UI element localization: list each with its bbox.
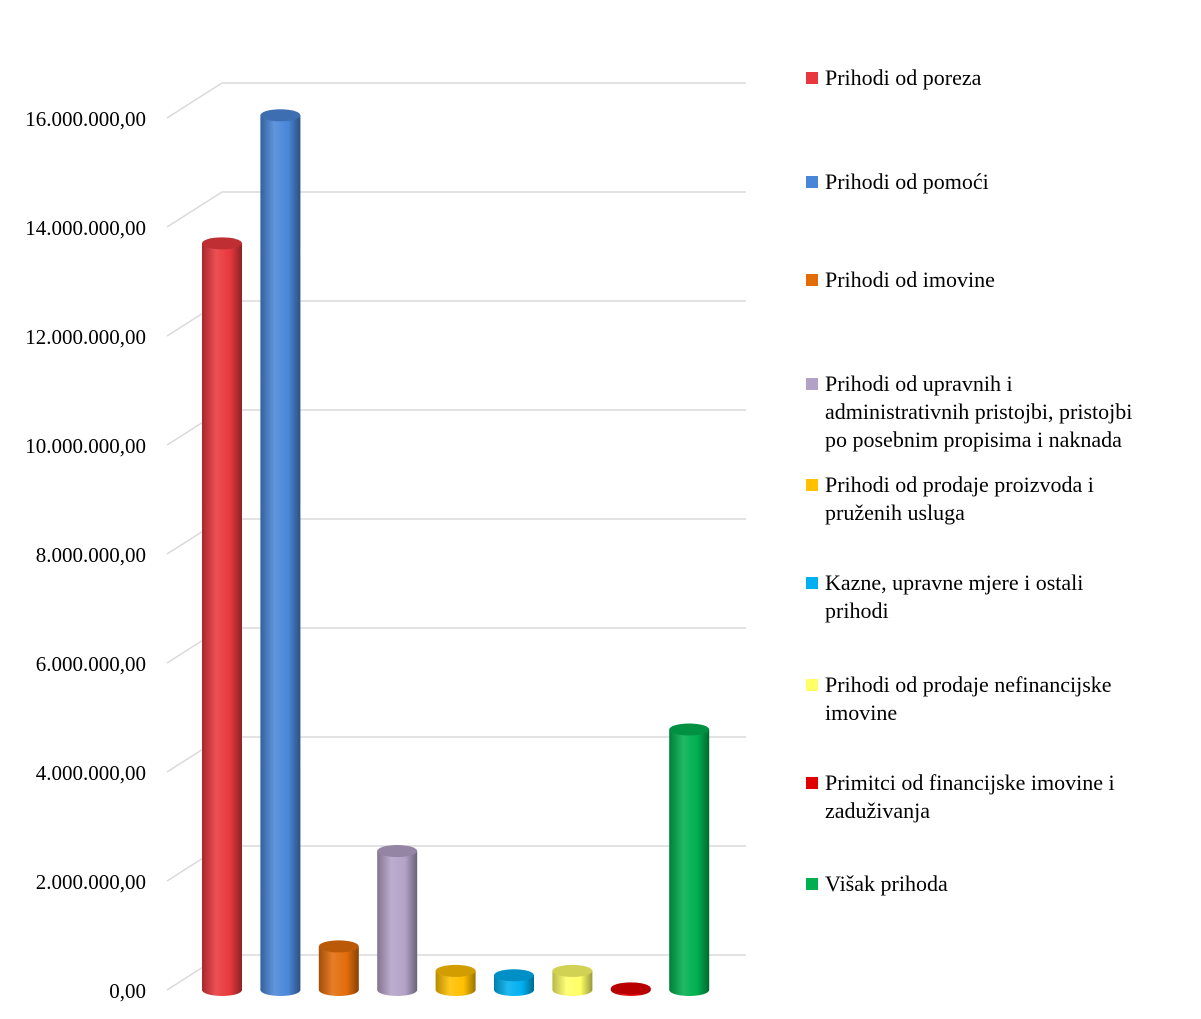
legend-label-line: Prihodi od pomoći <box>825 169 989 194</box>
bar-top <box>552 964 593 977</box>
legend-label-line: Prihodi od upravnih i <box>825 371 1013 396</box>
bar-chart: 0,00 2.000.000,00 4.000.000,00 6.000.000,00… <box>25 82 746 1003</box>
legend-label-line: Prihodi od imovine <box>825 267 995 292</box>
bar-top <box>610 982 651 995</box>
y-tick-label: 10.000.000,00 <box>25 434 146 458</box>
bars <box>202 109 710 997</box>
legend-label: Prihodi od prodaje proizvoda i pruženih u… <box>825 471 1094 527</box>
legend-label-line: pruženih usluga <box>825 500 965 525</box>
bar-body <box>318 946 359 996</box>
legend-swatch <box>806 274 818 286</box>
bar <box>669 723 710 996</box>
legend-swatch <box>806 378 818 390</box>
legend-label: Prihodi od pomoći <box>825 168 989 196</box>
legend-item: Prihodi od prodaje nefinancijske imovine <box>806 671 1196 727</box>
legend-label: Prihodi od poreza <box>825 64 981 92</box>
gridline-diagonal <box>166 82 223 119</box>
y-tick-label: 2.000.000,00 <box>36 870 146 894</box>
bar-body <box>435 970 476 996</box>
legend-swatch <box>806 577 818 589</box>
y-tick-label: 8.000.000,00 <box>36 543 146 567</box>
legend-item: Prihodi od prodaje proizvoda i pruženih u… <box>806 471 1196 527</box>
legend-swatch <box>806 878 818 890</box>
legend-swatch <box>806 479 818 491</box>
legend-label: Prihodi od imovine <box>825 266 995 294</box>
legend-label-line: prihodi <box>825 598 889 623</box>
bar <box>202 237 242 997</box>
bar <box>552 964 593 996</box>
legend-label: Prihodi od prodaje nefinancijske imovine <box>825 671 1112 727</box>
legend-item: Primitci od financijske imovine i zaduživ… <box>806 769 1196 825</box>
bar-body <box>377 851 418 996</box>
y-tick-label: 6.000.000,00 <box>36 652 146 676</box>
legend: Prihodi od poreza Prihodi od pomoći Prihod… <box>806 0 1201 1019</box>
legend-label: Višak prihoda <box>825 870 948 898</box>
legend-label-line: Primitci od financijske imovine i <box>825 770 1115 795</box>
bar-body <box>552 970 593 996</box>
legend-label-line: Prihodi od prodaje proizvoda i <box>825 472 1094 497</box>
bar <box>318 940 359 996</box>
legend-item: Prihodi od poreza <box>806 64 1196 92</box>
legend-label-line: po posebnim propisima i naknada <box>825 427 1122 452</box>
y-tick-label: 14.000.000,00 <box>25 216 146 240</box>
legend-swatch <box>806 72 818 84</box>
legend-swatch <box>806 679 818 691</box>
legend-item: Višak prihoda <box>806 870 1196 898</box>
bar-top <box>260 109 301 122</box>
legend-item: Prihodi od pomoći <box>806 168 1196 196</box>
legend-label: Primitci od financijske imovine i zaduživ… <box>825 769 1115 825</box>
bar-body <box>260 115 301 996</box>
bar-body <box>669 729 710 996</box>
bar <box>377 845 418 996</box>
legend-label-line: Višak prihoda <box>825 871 948 896</box>
bar <box>260 109 301 996</box>
y-tick-label: 16.000.000,00 <box>25 107 146 131</box>
bar-body <box>202 243 242 997</box>
legend-item: Kazne, upravne mjere i ostali prihodi <box>806 569 1196 625</box>
legend-label: Prihodi od upravnih i administrativnih pr… <box>825 370 1132 454</box>
legend-label-line: Prihodi od prodaje nefinancijske <box>825 672 1112 697</box>
legend-swatch <box>806 176 818 188</box>
y-tick-label: 4.000.000,00 <box>36 761 146 785</box>
y-tick-label: 12.000.000,00 <box>25 325 146 349</box>
y-tick-label: 0,00 <box>109 979 146 1003</box>
legend-item: Prihodi od imovine <box>806 266 1196 294</box>
bar-top <box>318 940 359 953</box>
bar <box>610 982 651 996</box>
legend-swatch <box>806 777 818 789</box>
bar <box>494 969 534 996</box>
legend-label-line: Prihodi od poreza <box>825 65 982 90</box>
legend-item: Prihodi od upravnih i administrativnih pr… <box>806 370 1196 454</box>
bar-top <box>435 964 476 977</box>
legend-label-line: Kazne, upravne mjere i ostali <box>825 570 1084 595</box>
bar <box>435 964 476 996</box>
bar-top <box>669 723 710 736</box>
bar-top <box>377 845 418 858</box>
legend-label-line: administrativnih pristojbi, pristojbi <box>825 399 1133 424</box>
legend-label-line: imovine <box>825 700 898 725</box>
bar-top <box>494 969 534 982</box>
gridline-diagonal <box>166 191 223 228</box>
y-axis-ticks: 0,00 2.000.000,00 4.000.000,00 6.000.000,00… <box>25 107 146 1003</box>
gridlines <box>166 82 746 991</box>
bar-top <box>202 237 242 250</box>
legend-label-line: zaduživanja <box>825 798 931 823</box>
legend-label: Kazne, upravne mjere i ostali prihodi <box>825 569 1083 625</box>
